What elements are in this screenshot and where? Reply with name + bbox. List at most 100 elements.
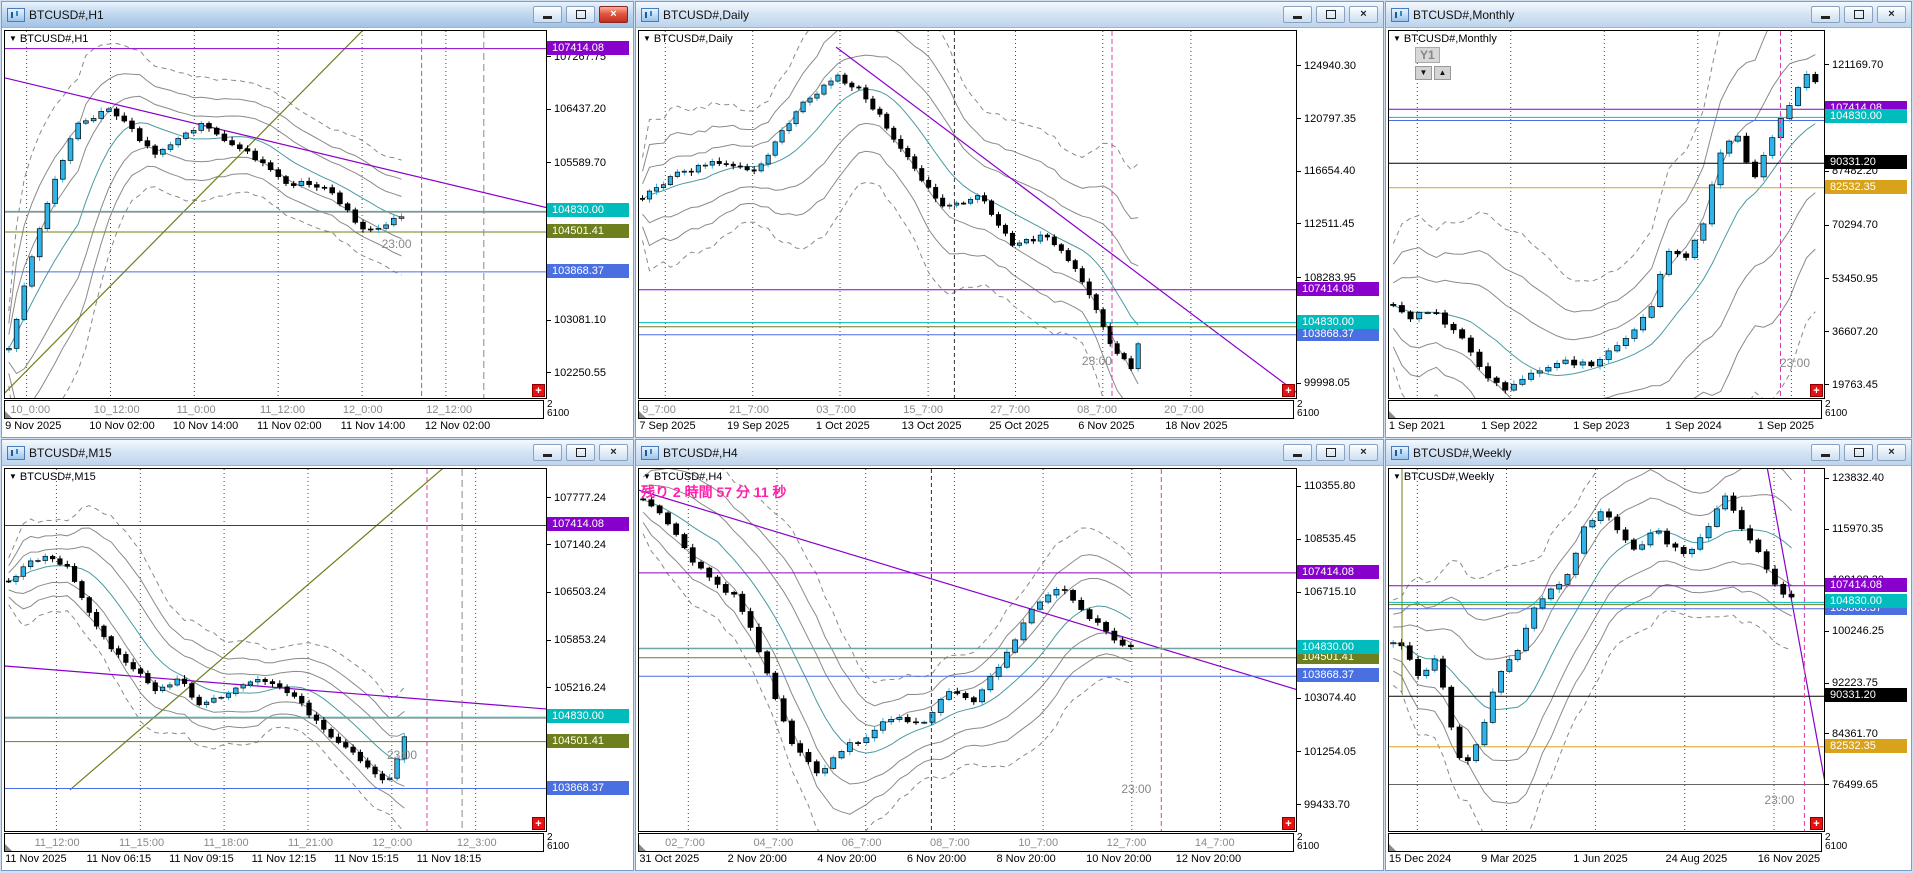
time-axis-label: 9 Nov 2025 (5, 420, 62, 432)
time-marker-label: 23:00 (1764, 793, 1795, 808)
restore-icon (1853, 10, 1864, 19)
close-icon: × (1360, 446, 1367, 458)
chevron-down-icon: ▼ (9, 34, 17, 43)
time-axis[interactable]: 1 Sep 2021 1 Sep 2022 1 Sep 2023 1 Sep 2024… (1388, 419, 1825, 436)
chart-plot-area[interactable]: ▼ BTCUSD#,Weekly 23:00 + (1388, 468, 1825, 832)
time-subaxis-box (1388, 833, 1822, 852)
chart-plot-area[interactable]: ▼ BTCUSD#,Daily 23:00 + (638, 30, 1297, 399)
price-level-badge: 104830.00 (547, 203, 629, 218)
price-tick-label: 19763.45 (1825, 379, 1878, 391)
minimize-button[interactable] (1283, 444, 1312, 461)
chevron-down-icon: ▼ (9, 472, 17, 481)
window-title: BTCUSD#,Daily (663, 7, 750, 22)
chart-plot-area[interactable]: ▼ BTCUSD#,H1 23:00 + (4, 30, 547, 399)
window-titlebar[interactable]: BTCUSD#,H1 × (2, 2, 633, 28)
axis-corner: 2 6100 (1297, 832, 1320, 852)
price-tick-label: 105216.24 (547, 682, 606, 694)
price-axis[interactable]: 121169.70 87482.20 70294.70 53450.95 36607.2… (1825, 30, 1909, 399)
price-tick-label: 124940.30 (1297, 60, 1356, 72)
chevron-down-icon: ▼ (643, 472, 651, 481)
chart-symbol-label: ▼ BTCUSD#,Daily (643, 33, 733, 45)
chart-window-icon (1391, 7, 1409, 22)
time-axis[interactable]: 11 Nov 2025 11 Nov 06:15 11 Nov 09:15 11 No… (4, 852, 547, 869)
minimize-icon (1293, 16, 1302, 19)
price-tick-label: 108535.45 (1297, 533, 1356, 545)
restore-button[interactable] (1316, 444, 1345, 461)
subaxis-time-label: 12_0:00 (372, 837, 413, 849)
time-subaxis-box (1388, 400, 1822, 419)
chart-plot-area[interactable]: ▼ BTCUSD#,M15 23:00 + (4, 468, 547, 832)
price-axis[interactable]: 107777.24 107140.24 106503.24 105853.24 1052… (547, 468, 631, 832)
minimize-button[interactable] (1811, 444, 1840, 461)
close-button[interactable]: × (1349, 6, 1378, 23)
chart-symbol-label: ▼ BTCUSD#,H1 (9, 33, 89, 45)
time-axis[interactable]: 7 Sep 2025 19 Sep 2025 1 Oct 2025 13 Oct 20… (638, 419, 1297, 436)
close-button[interactable]: × (599, 6, 628, 23)
time-axis[interactable]: 9 Nov 2025 10 Nov 02:00 10 Nov 14:00 11 Nov… (4, 419, 547, 436)
time-axis[interactable]: 15 Dec 2024 9 Mar 2025 1 Jun 2025 24 Aug 20… (1388, 852, 1825, 869)
subaxis-time-label: 08_7:00 (930, 837, 970, 849)
minimize-icon (1293, 454, 1302, 457)
price-tick-label: 100246.25 (1825, 625, 1884, 637)
price-level-badge: 107414.08 (1297, 281, 1379, 296)
price-axis[interactable]: 110355.80108535.45106715.10104894.751030… (1297, 468, 1381, 832)
restore-button[interactable] (566, 6, 595, 23)
minimize-button[interactable] (533, 6, 562, 23)
time-axis-label: 6 Nov 2025 (1078, 420, 1135, 432)
price-tick-label: 106437.20 (547, 103, 606, 115)
time-axis-label: 11 Nov 15:15 (334, 853, 399, 865)
close-icon: × (610, 446, 617, 458)
chart-window-icon (641, 445, 659, 460)
window-titlebar[interactable]: BTCUSD#,M15 × (2, 440, 633, 466)
price-tick-label: 105589.70 (547, 157, 606, 169)
price-level-badge: 107414.08 (547, 517, 629, 532)
price-axis[interactable]: 124940.30 120797.35 116654.40 112511.45 1082… (1297, 30, 1381, 399)
subaxis-time-label: 12_7:00 (1106, 837, 1147, 849)
price-level-badge: 104501.41 (547, 224, 629, 239)
alert-plus-marker: + (1810, 384, 1823, 397)
chart-symbol-label: ▼ BTCUSD#,Weekly (1393, 471, 1495, 483)
price-tick-label: 106503.24 (547, 586, 606, 598)
restore-button[interactable] (1316, 6, 1345, 23)
minimize-button[interactable] (1283, 6, 1312, 23)
minimize-button[interactable] (533, 444, 562, 461)
subaxis-time-label: 14_7:00 (1194, 837, 1235, 849)
subaxis-time-label: 11_0:00 (176, 404, 216, 416)
restore-button[interactable] (1844, 6, 1873, 23)
price-axis[interactable]: 107267.75 106437.20 105589.70 103081.10 1022… (547, 30, 631, 399)
subaxis-time-label: 15_7:00 (903, 404, 943, 416)
window-titlebar[interactable]: BTCUSD#,Weekly × (1386, 440, 1911, 466)
close-button[interactable]: × (599, 444, 628, 461)
price-tick-label: 107777.24 (547, 492, 606, 504)
price-level-badge: 107414.08 (1825, 577, 1907, 592)
chart-window-icon (1391, 445, 1409, 460)
minimize-icon (543, 454, 552, 457)
time-axis-label: 11 Nov 18:15 (416, 853, 482, 865)
close-button[interactable]: × (1877, 444, 1906, 461)
time-axis-label: 11 Nov 12:15 (251, 853, 317, 865)
price-tick-label: 99998.05 (1297, 377, 1350, 389)
y1-up-button[interactable]: ▲ (1434, 66, 1451, 80)
close-button[interactable]: × (1349, 444, 1378, 461)
chevron-down-icon: ▼ (1393, 472, 1401, 481)
restore-button[interactable] (566, 444, 595, 461)
candlestick-chart (639, 31, 1296, 398)
subaxis-time-label: 12_0:00 (342, 404, 383, 416)
time-axis[interactable]: 31 Oct 2025 2 Nov 20:00 4 Nov 20:00 6 Nov 2… (638, 852, 1297, 869)
minimize-button[interactable] (1811, 6, 1840, 23)
close-icon: × (610, 8, 617, 20)
time-axis-label: 11 Nov 14:00 (340, 420, 406, 432)
axis-corner: 2 6100 (547, 832, 570, 852)
restore-button[interactable] (1844, 444, 1873, 461)
time-marker-label: 23:00 (386, 747, 417, 762)
window-titlebar[interactable]: BTCUSD#,Daily × (636, 2, 1383, 28)
window-titlebar[interactable]: BTCUSD#,Monthly × (1386, 2, 1911, 28)
window-titlebar[interactable]: BTCUSD#,H4 × (636, 440, 1383, 466)
price-axis[interactable]: 123832.40115970.35108108.30100246.259222… (1825, 468, 1909, 832)
close-button[interactable]: × (1877, 6, 1906, 23)
chart-plot-area[interactable]: ▼ BTCUSD#,Monthly Y1 ▼ ▲ 23:00 + (1388, 30, 1825, 399)
time-axis-label: 2 Nov 20:00 (727, 853, 787, 865)
price-level-badge: 104830.00 (1297, 640, 1379, 655)
chart-plot-area[interactable]: ▼ BTCUSD#,H4 残り 2 時間 57 分 11 秒 23:00 + (638, 468, 1297, 832)
y1-down-button[interactable]: ▼ (1415, 66, 1432, 80)
